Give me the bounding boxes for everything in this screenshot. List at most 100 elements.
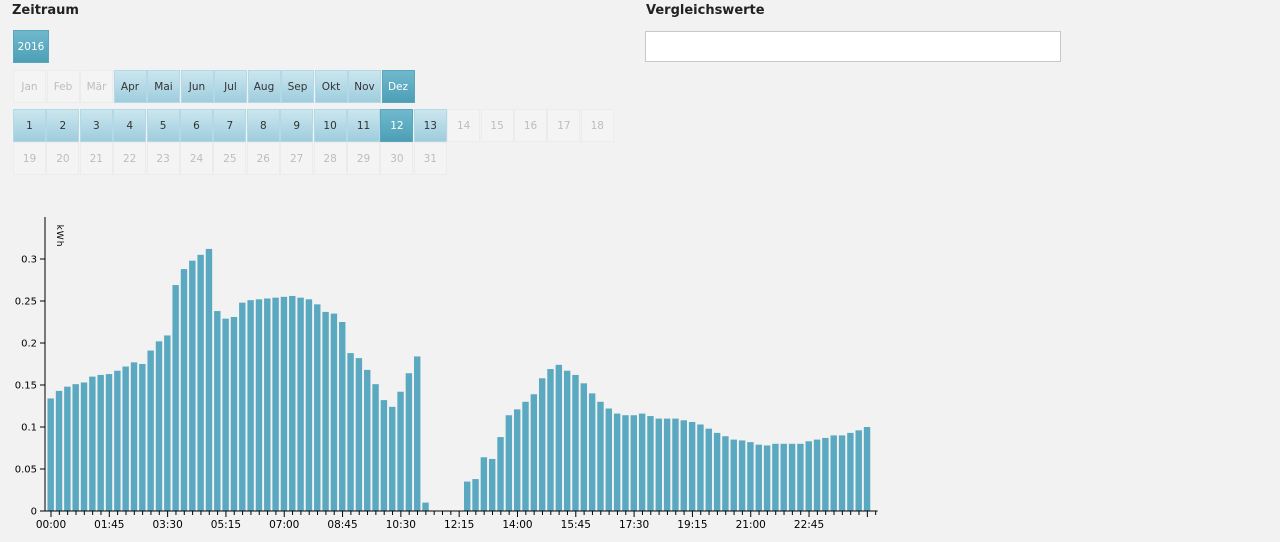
day-13[interactable]: 13	[413, 109, 447, 142]
day-7[interactable]: 7	[213, 109, 247, 142]
y-tick-label: 0.1	[21, 423, 37, 434]
day-27[interactable]: 27	[280, 142, 314, 175]
day-12[interactable]: 12	[380, 109, 414, 142]
day-5[interactable]: 5	[146, 109, 180, 142]
x-tick-label: 12:15	[444, 519, 474, 531]
month-mär[interactable]: Mär	[80, 70, 113, 103]
x-tick-label: 07:00	[269, 519, 299, 531]
chart-bar	[738, 440, 746, 511]
chart-bar	[347, 353, 354, 511]
chart-bar	[55, 390, 63, 511]
day-11[interactable]: 11	[347, 109, 380, 142]
chart-bar	[389, 406, 396, 511]
chart-bar	[597, 401, 604, 511]
y-axis-label: kWh	[54, 225, 64, 248]
month-feb[interactable]: Feb	[46, 70, 80, 103]
chart-bar	[822, 437, 829, 511]
month-dez[interactable]: Dez	[381, 70, 415, 103]
day-29[interactable]: 29	[347, 142, 380, 175]
day-28[interactable]: 28	[313, 142, 347, 175]
x-tick-label: 01:45	[94, 519, 124, 531]
day-26[interactable]: 26	[246, 142, 280, 175]
year-button[interactable]: 2016	[13, 30, 49, 63]
day-1[interactable]: 1	[13, 109, 46, 142]
chart-bar	[180, 269, 188, 511]
day-20[interactable]: 20	[46, 142, 80, 175]
chart-bar	[330, 313, 338, 511]
x-tick-label: 14:00	[502, 519, 532, 531]
chart-bar	[322, 311, 329, 511]
day-8[interactable]: 8	[246, 109, 280, 142]
chart-bar	[830, 435, 837, 511]
chart-bar	[755, 444, 762, 511]
day-21[interactable]: 21	[79, 142, 113, 175]
chart-bar	[122, 366, 129, 511]
day-15[interactable]: 15	[480, 109, 514, 142]
chart-bar	[64, 386, 71, 511]
day-30[interactable]: 30	[380, 142, 414, 175]
chart-bar	[139, 364, 146, 511]
chart-bar	[97, 374, 104, 511]
x-tick-label: 03:30	[152, 519, 182, 531]
chart-bar	[780, 443, 787, 511]
chart-bar	[788, 443, 796, 511]
day-16[interactable]: 16	[514, 109, 547, 142]
chart-bar	[838, 435, 846, 511]
chart-bar	[222, 318, 229, 511]
y-tick-label: 0	[31, 507, 37, 518]
chart-bar	[797, 443, 804, 511]
chart-bar	[205, 248, 213, 512]
chart-bar	[422, 502, 429, 511]
chart-bar	[380, 400, 388, 511]
day-31[interactable]: 31	[413, 142, 447, 175]
day-6[interactable]: 6	[180, 109, 213, 142]
chart-bar	[155, 341, 163, 511]
month-nov[interactable]: Nov	[348, 70, 381, 103]
chart-bar	[314, 304, 321, 511]
day-4[interactable]: 4	[113, 109, 147, 142]
chart-bar	[130, 362, 138, 511]
chart-bar	[80, 382, 88, 511]
month-okt[interactable]: Okt	[314, 70, 348, 103]
chart-bar	[339, 322, 346, 511]
day-14[interactable]: 14	[447, 109, 481, 142]
day-3[interactable]: 3	[79, 109, 113, 142]
chart-bar	[513, 409, 521, 511]
chart-bar	[538, 378, 546, 511]
chart-bar	[530, 394, 538, 511]
day-19[interactable]: 19	[13, 142, 46, 175]
month-aug[interactable]: Aug	[247, 70, 281, 103]
day-2[interactable]: 2	[46, 109, 80, 142]
chart-bar	[147, 350, 154, 511]
chart-bar	[47, 398, 54, 511]
chart-bar	[772, 443, 779, 511]
y-tick-label: 0.25	[15, 297, 37, 308]
chart-bar	[638, 413, 646, 511]
y-tick-label: 0.05	[15, 465, 37, 476]
vergleichswerte-input[interactable]	[645, 31, 1061, 62]
day-17[interactable]: 17	[547, 109, 581, 142]
day-22[interactable]: 22	[113, 142, 147, 175]
chart-bar	[613, 413, 621, 511]
day-18[interactable]: 18	[580, 109, 614, 142]
day-23[interactable]: 23	[146, 142, 180, 175]
day-9[interactable]: 9	[280, 109, 314, 142]
month-jan[interactable]: Jan	[13, 70, 46, 103]
chart-bar	[272, 297, 279, 511]
chart-bar	[688, 421, 696, 511]
month-sep[interactable]: Sep	[281, 70, 314, 103]
month-jun[interactable]: Jun	[180, 70, 214, 103]
chart-bar	[280, 296, 288, 511]
chart-bar	[230, 316, 238, 511]
chart-bar	[588, 393, 596, 511]
chart-bar	[672, 418, 679, 511]
day-24[interactable]: 24	[180, 142, 213, 175]
chart-bar	[255, 299, 263, 511]
chart-bar	[264, 298, 271, 511]
day-25[interactable]: 25	[213, 142, 247, 175]
x-tick-label: 08:45	[327, 519, 357, 531]
month-apr[interactable]: Apr	[113, 70, 147, 103]
day-10[interactable]: 10	[313, 109, 347, 142]
month-mai[interactable]: Mai	[147, 70, 180, 103]
month-jul[interactable]: Jul	[214, 70, 247, 103]
